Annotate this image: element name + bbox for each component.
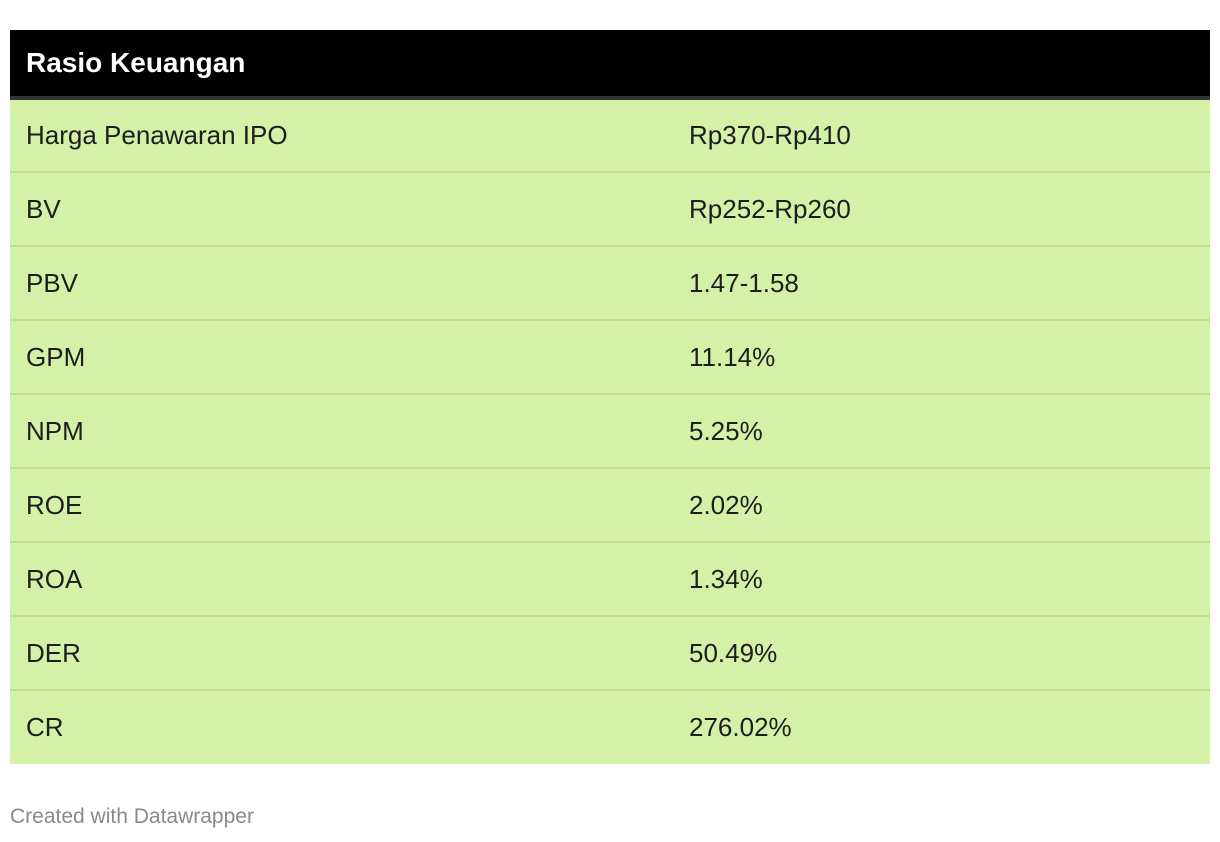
row-label: GPM bbox=[10, 320, 673, 395]
table-header-row: Rasio Keuangan bbox=[10, 30, 1211, 100]
row-value: 1.34% bbox=[673, 542, 1211, 617]
table-row: ROE 2.02% bbox=[10, 468, 1211, 543]
row-value: 50.49% bbox=[673, 616, 1211, 691]
table-row: ROA 1.34% bbox=[10, 542, 1211, 617]
table-row: NPM 5.25% bbox=[10, 394, 1211, 469]
table-title: Rasio Keuangan bbox=[10, 30, 1211, 100]
row-label: BV bbox=[10, 172, 673, 247]
row-label: PBV bbox=[10, 246, 673, 321]
table-row: GPM 11.14% bbox=[10, 320, 1211, 395]
table-row: BV Rp252-Rp260 bbox=[10, 172, 1211, 247]
table-body: Harga Penawaran IPO Rp370-Rp410 BV Rp252-Rp… bbox=[10, 98, 1211, 764]
row-label: NPM bbox=[10, 394, 673, 469]
row-value: 1.47-1.58 bbox=[673, 246, 1211, 321]
row-label: ROE bbox=[10, 468, 673, 543]
table-row: CR 276.02% bbox=[10, 690, 1211, 764]
row-label: ROA bbox=[10, 542, 673, 617]
row-value: 2.02% bbox=[673, 468, 1211, 543]
row-value: Rp252-Rp260 bbox=[673, 172, 1211, 247]
row-label: Harga Penawaran IPO bbox=[10, 98, 673, 173]
row-value: 276.02% bbox=[673, 690, 1211, 764]
row-value: 5.25% bbox=[673, 394, 1211, 469]
row-value: 11.14% bbox=[673, 320, 1211, 395]
row-value: Rp370-Rp410 bbox=[673, 98, 1211, 173]
row-label: CR bbox=[10, 690, 673, 764]
table-row: PBV 1.47-1.58 bbox=[10, 246, 1211, 321]
table-row: DER 50.49% bbox=[10, 616, 1211, 691]
ratio-table: Rasio Keuangan Harga Penawaran IPO Rp370-… bbox=[10, 30, 1211, 764]
row-label: DER bbox=[10, 616, 673, 691]
datawrapper-credit[interactable]: Created with Datawrapper bbox=[10, 805, 254, 828]
ratio-table-container: Rasio Keuangan Harga Penawaran IPO Rp370-… bbox=[10, 30, 1211, 764]
table-row: Harga Penawaran IPO Rp370-Rp410 bbox=[10, 98, 1211, 173]
